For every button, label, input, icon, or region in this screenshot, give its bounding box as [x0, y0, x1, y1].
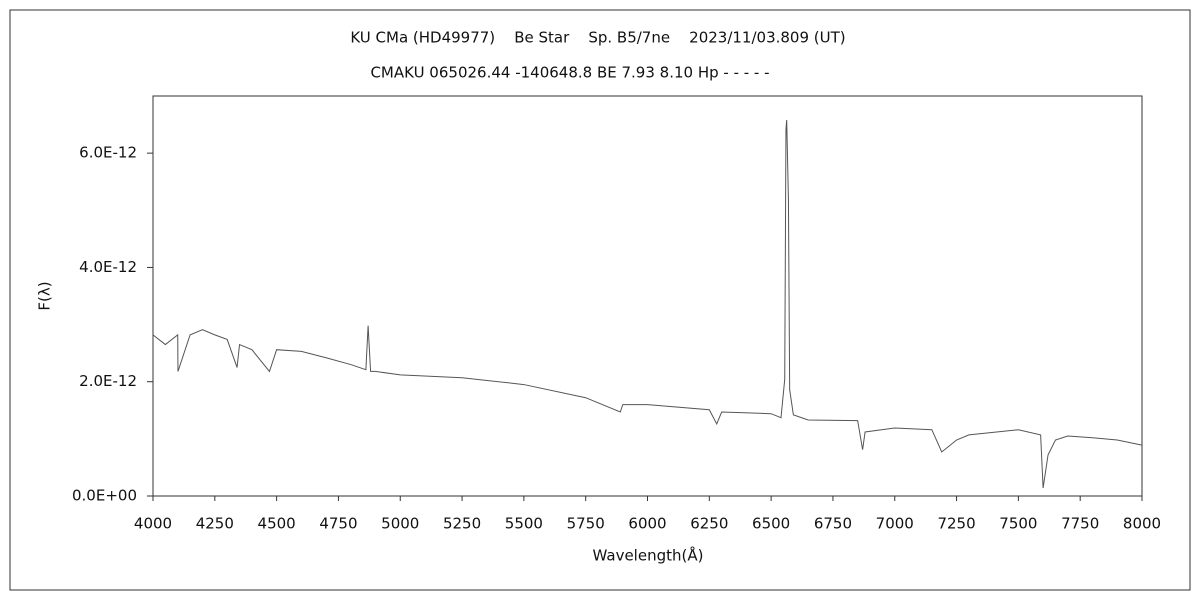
x-tick-label: 6000 — [628, 515, 666, 533]
y-tick-label: 2.0E-12 — [79, 372, 137, 390]
x-tick-label: 4500 — [258, 515, 296, 533]
x-tick-label: 4000 — [134, 515, 172, 533]
x-tick-label: 5000 — [381, 515, 419, 533]
outer-frame — [9, 9, 1191, 591]
x-tick-label: 7750 — [1061, 515, 1099, 533]
x-tick-label: 6750 — [814, 515, 852, 533]
x-tick-label: 5250 — [443, 515, 481, 533]
x-tick-label: 5500 — [505, 515, 543, 533]
x-tick-label: 8000 — [1123, 515, 1161, 533]
chart-subtitle: CMAKU 065026.44 -140648.8 BE 7.93 8.10 H… — [370, 64, 769, 82]
y-tick-label: 6.0E-12 — [79, 144, 137, 162]
x-tick-label: 7000 — [876, 515, 914, 533]
x-axis-label: Wavelength(Å) — [593, 546, 704, 565]
x-tick-label: 7250 — [937, 515, 975, 533]
y-axis-label: F(λ) — [36, 281, 54, 310]
y-tick-label: 0.0E+00 — [72, 487, 137, 505]
spectrum-line — [152, 119, 1143, 489]
y-tick-label: 4.0E-12 — [79, 258, 137, 276]
x-tick-label: 4750 — [319, 515, 357, 533]
x-tick-label: 6500 — [752, 515, 790, 533]
x-tick-label: 7500 — [999, 515, 1037, 533]
x-tick-label: 6250 — [690, 515, 728, 533]
chart-title: KU CMa (HD49977) Be Star Sp. B5/7ne 2023… — [350, 29, 845, 47]
x-tick-label: 5750 — [567, 515, 605, 533]
x-tick-label: 4250 — [196, 515, 234, 533]
plot-frame — [152, 95, 1143, 497]
